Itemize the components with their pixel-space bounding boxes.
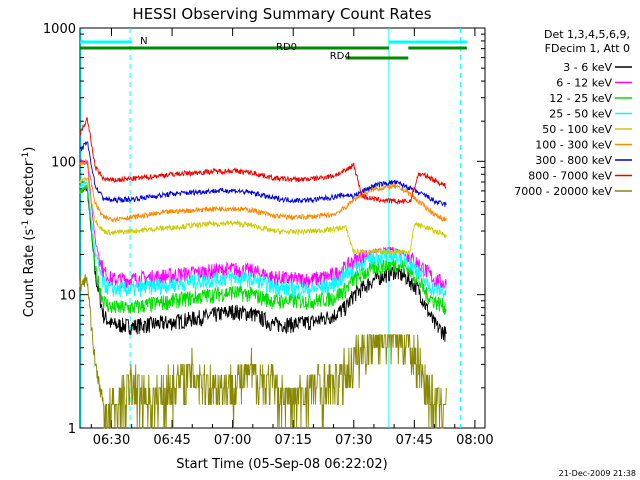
legend-label-7: 800 - 7000 keV xyxy=(528,170,612,183)
series-line-5 xyxy=(79,158,447,223)
legend-label-1: 6 - 12 keV xyxy=(556,77,612,90)
footer-timestamp: 21-Dec-2009 21:38 xyxy=(559,469,636,478)
legend-label-5: 100 - 300 keV xyxy=(535,139,612,152)
series-line-7 xyxy=(79,116,447,206)
legend-header-line-1: Det 1,3,4,5,6,9, xyxy=(544,28,630,41)
series-line-2 xyxy=(79,184,447,315)
x-tick-label-0: 06:30 xyxy=(93,433,130,448)
series-line-8 xyxy=(79,274,447,429)
legend-label-6: 300 - 800 keV xyxy=(535,154,612,167)
legend-header-line-2: FDecim 1, Att 0 xyxy=(545,42,630,55)
plot-area: 06:30 06:45 07:00 07:15 07:30 07:45 08:00 1 10 10… xyxy=(43,22,494,448)
plot-frame xyxy=(79,27,486,429)
legend: 3 - 6 keV 6 - 12 keV 12 - 25 keV 25 - 50 ke… xyxy=(514,61,632,198)
state-bar-label-RD0: RD0 xyxy=(276,42,297,53)
chart-title: HESSI Observing Summary Count Rates xyxy=(132,5,431,23)
legend-label-2: 12 - 25 keV xyxy=(549,92,612,105)
x-tick-label-4: 07:30 xyxy=(335,433,372,448)
x-axis-label: Start Time (05-Sep-08 06:22:02) xyxy=(176,457,387,472)
y-tick-label-1: 10 xyxy=(59,289,76,304)
state-bar-label-RD4: RD4 xyxy=(330,51,351,62)
series-line-4 xyxy=(79,176,447,256)
y-tick-label-0: 1 xyxy=(68,422,76,437)
x-tick-label-1: 06:45 xyxy=(153,433,190,448)
y-axis-label: Count Rate (s-1 detector-1) xyxy=(21,147,37,318)
legend-label-0: 3 - 6 keV xyxy=(563,61,612,74)
y-tick-label-3: 1000 xyxy=(43,22,76,37)
legend-label-8: 7000 - 20000 keV xyxy=(514,185,612,198)
series-line-6 xyxy=(79,141,447,207)
state-bar-label-N: N xyxy=(140,36,147,47)
x-tick-label-6: 08:00 xyxy=(456,433,493,448)
x-tick-label-2: 07:00 xyxy=(214,433,251,448)
y-tick-label-2: 100 xyxy=(51,155,76,170)
x-tick-label-5: 07:45 xyxy=(396,433,433,448)
x-tick-label-3: 07:15 xyxy=(274,433,311,448)
legend-label-3: 25 - 50 keV xyxy=(549,108,612,121)
legend-label-4: 50 - 100 keV xyxy=(542,123,612,136)
